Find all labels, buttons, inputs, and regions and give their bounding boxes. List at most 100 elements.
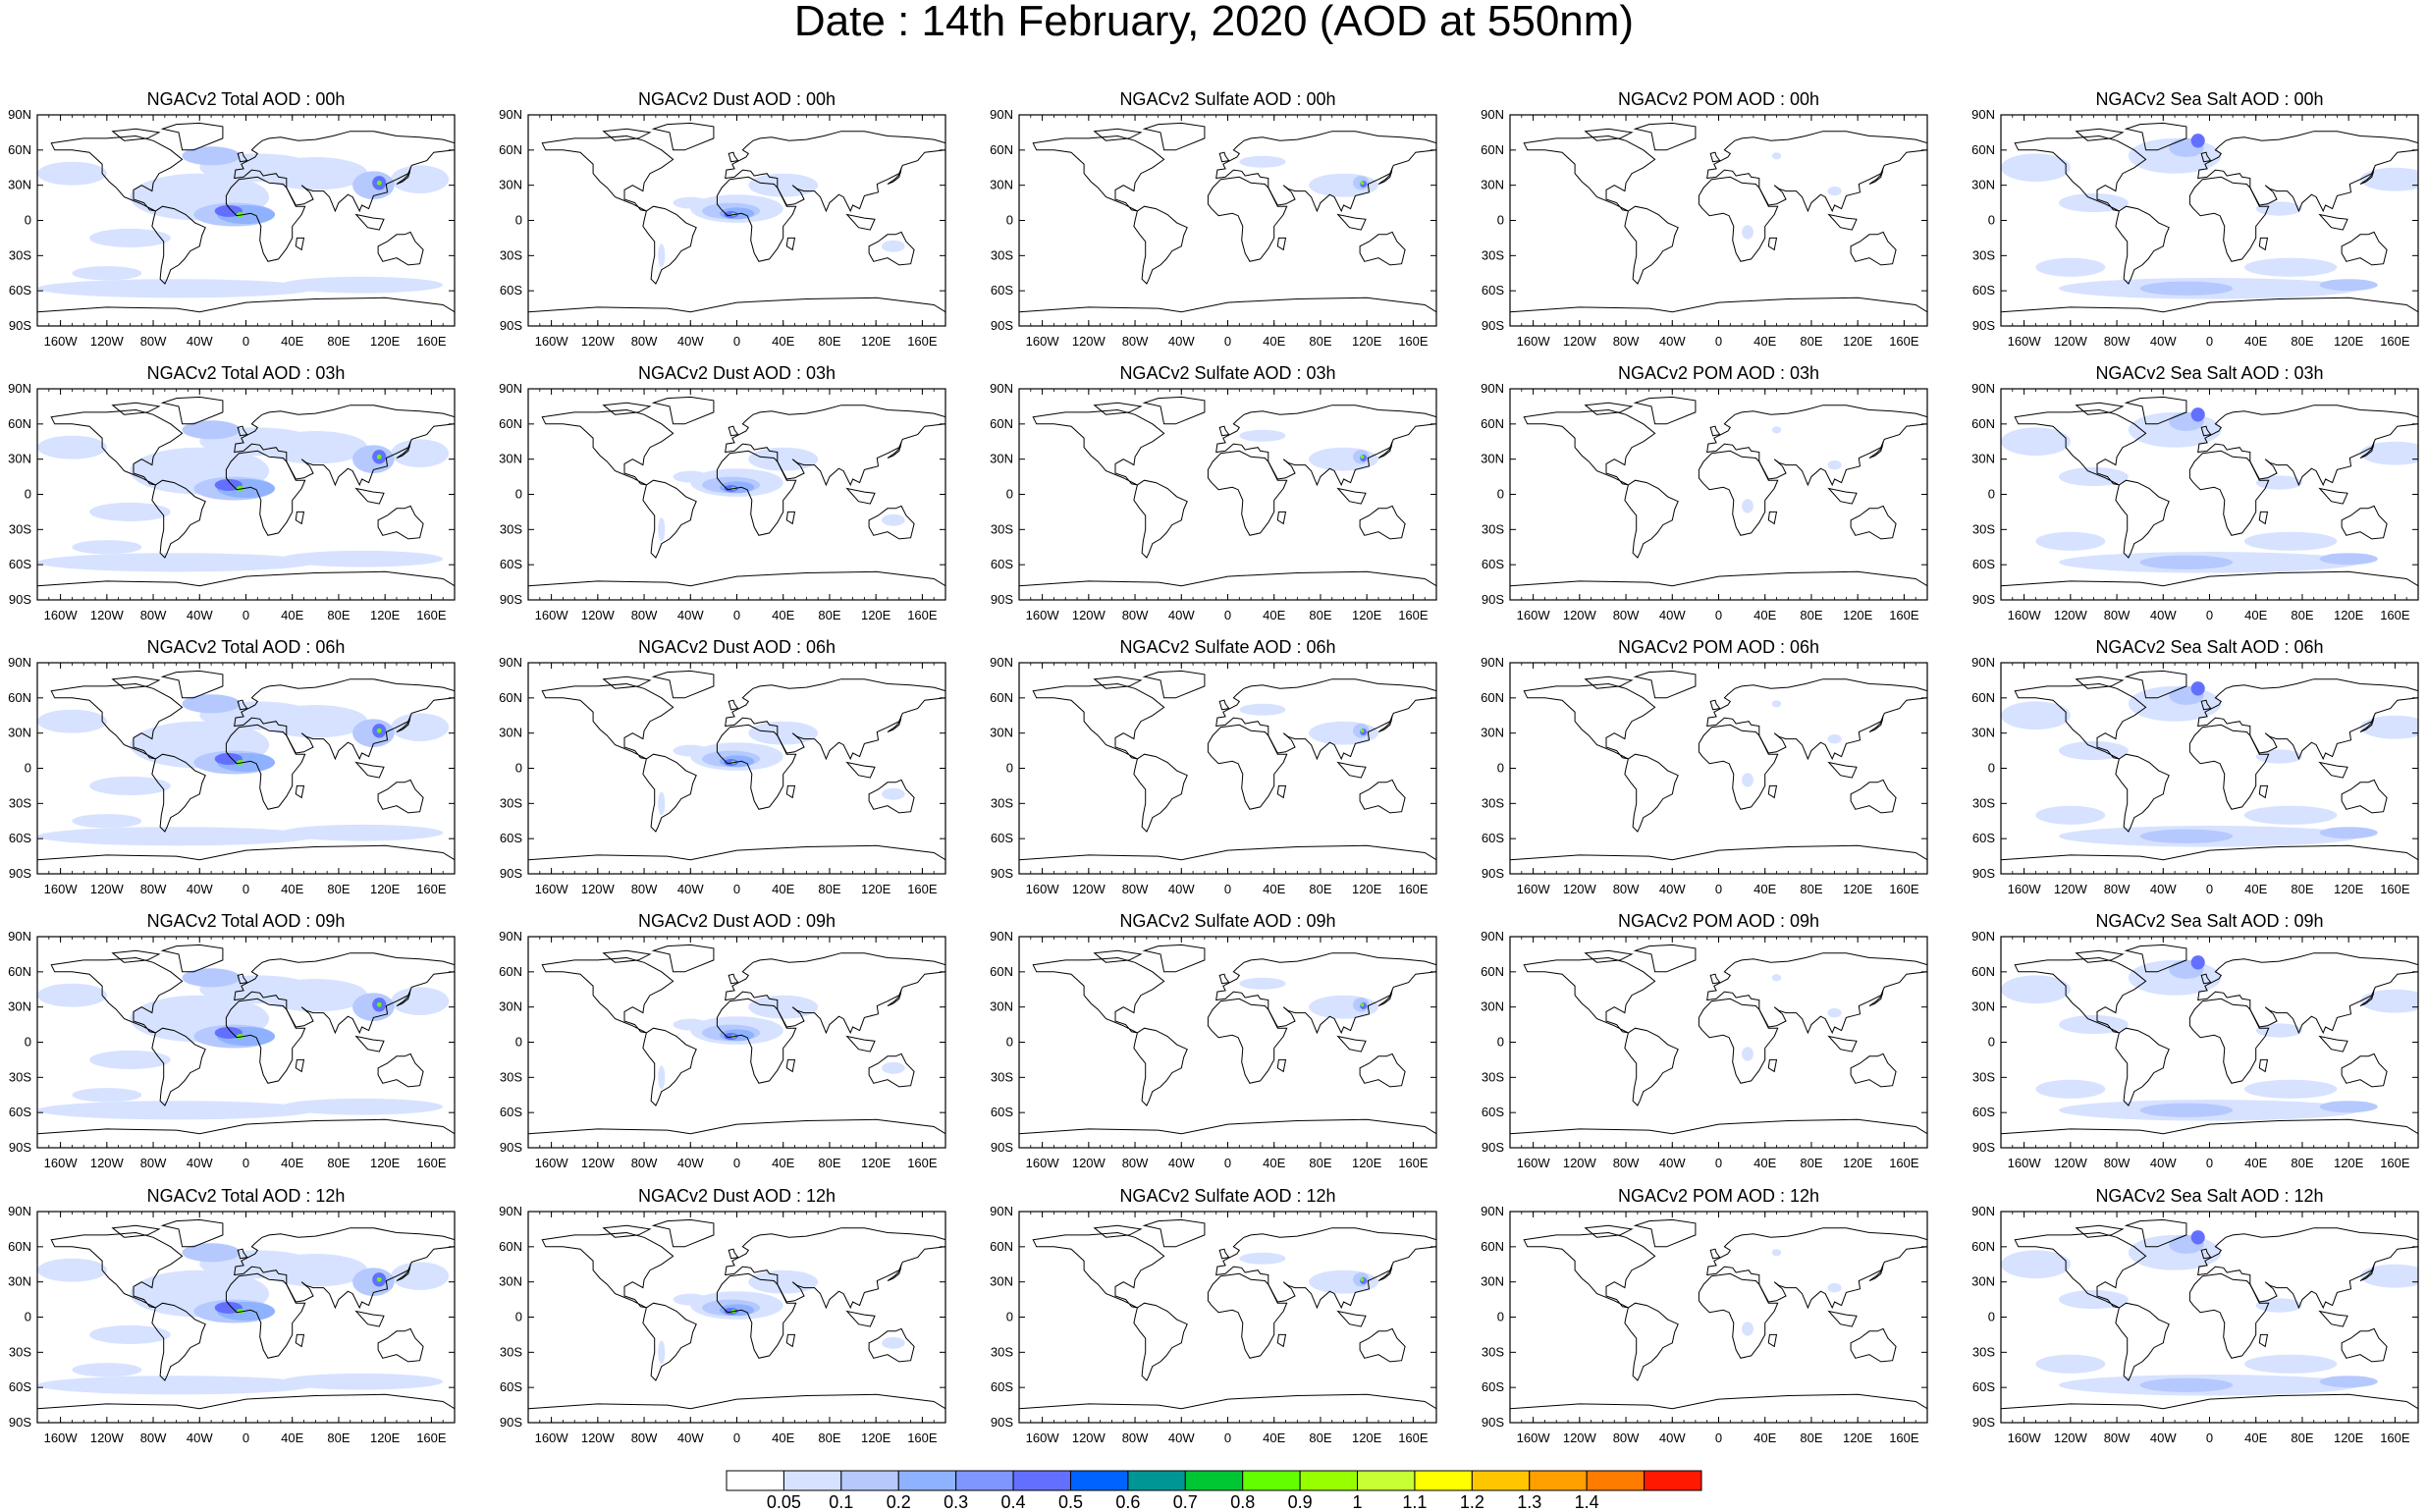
coastline — [1827, 487, 1858, 505]
lon-tick-label: 160W — [44, 1156, 79, 1170]
coastline — [2200, 973, 2212, 985]
coastline — [237, 425, 248, 437]
aod-shade — [391, 165, 450, 194]
lon-tick-label: 80W — [1613, 882, 1640, 896]
lat-tick-label: 30S — [1482, 1069, 1504, 1084]
aod-shade — [2243, 805, 2338, 825]
lon-tick-label: 120W — [90, 608, 125, 622]
map-panel: 90N 60N 30N 0 30S 60S 90S 160W 120W 80W 40W 0 40E 80E… — [8, 911, 456, 1170]
lat-tick-label: 0 — [1006, 761, 1013, 776]
aod-shade — [89, 228, 171, 247]
lat-tick-label: 30N — [990, 452, 1013, 466]
aod-shade — [263, 431, 368, 464]
aod-shade — [182, 146, 241, 166]
lon-tick-label: 80W — [1122, 882, 1149, 896]
lat-tick-label: 90S — [1972, 866, 1995, 881]
lon-tick-label: 80E — [2291, 334, 2313, 349]
lon-tick-label: 40W — [187, 1156, 213, 1170]
lon-tick-label: 40W — [187, 882, 213, 896]
coastline — [1706, 405, 1927, 487]
aod-shade — [2001, 153, 2071, 183]
coastline — [2359, 441, 2375, 459]
lat-tick-label: 30N — [1481, 726, 1504, 740]
colorbar-box — [726, 1470, 784, 1491]
coastline — [1523, 408, 1656, 486]
lon-tick-label: 40E — [1754, 608, 1776, 622]
coastline — [528, 844, 945, 874]
aod-shade — [2001, 701, 2071, 730]
lon-tick-label: 80W — [2104, 882, 2131, 896]
lon-tick-label: 40W — [187, 608, 213, 622]
aod-shade — [280, 1373, 444, 1390]
coastline — [1767, 237, 1778, 251]
lon-tick-label: 80E — [327, 608, 350, 622]
lon-tick-label: 120E — [2334, 1156, 2364, 1170]
aod-shade — [89, 502, 171, 521]
lon-tick-label: 40W — [1659, 334, 1686, 349]
lat-tick-label: 30N — [1481, 178, 1504, 192]
aod-shade — [2001, 427, 2071, 457]
lat-tick-label: 90S — [1972, 318, 1995, 333]
coastline — [2115, 479, 2170, 559]
lon-tick-label: 40E — [1754, 1156, 1776, 1170]
lon-tick-label: 120E — [2334, 882, 2364, 896]
aod-shade — [37, 1101, 316, 1120]
colorbar-box — [1586, 1470, 1646, 1491]
lat-tick-label: 90N — [8, 381, 31, 396]
lon-tick-label: 40E — [1754, 882, 1776, 896]
coastline — [1032, 682, 1165, 760]
coastline — [2359, 167, 2375, 185]
coastline — [2200, 425, 2212, 437]
coastline — [1767, 1058, 1778, 1073]
coastline — [728, 425, 739, 437]
aod-shade — [1742, 1047, 1754, 1061]
aod-shade — [1239, 977, 1286, 990]
colorbar-box — [1012, 1470, 1071, 1491]
lon-tick-label: 120E — [861, 1156, 891, 1170]
lon-tick-label: 40W — [2150, 334, 2177, 349]
panel-title: NGACv2 Dust AOD : 06h — [638, 637, 836, 657]
lon-tick-label: 40E — [1263, 882, 1285, 896]
coastline — [234, 678, 455, 761]
lon-tick-label: 40W — [677, 334, 704, 349]
lon-tick-label: 120W — [1072, 334, 1106, 349]
coastline — [1584, 949, 1634, 963]
lon-tick-label: 0 — [733, 334, 740, 349]
lon-tick-label: 160W — [1026, 608, 1060, 622]
lat-tick-label: 90S — [1482, 592, 1504, 607]
aod-shade — [72, 1088, 142, 1103]
coastline — [1218, 425, 1230, 437]
lat-tick-label: 90N — [8, 107, 31, 122]
lon-tick-label: 80W — [1613, 608, 1640, 622]
lon-tick-label: 160W — [2008, 882, 2042, 896]
aod-shade — [2035, 531, 2106, 551]
coastline — [111, 128, 161, 141]
lon-tick-label: 120E — [1352, 1156, 1382, 1170]
coastline — [1093, 128, 1143, 141]
coastline — [868, 1053, 915, 1088]
lon-tick-label: 160E — [907, 882, 938, 896]
lat-tick-label: 60N — [1971, 142, 1995, 157]
coastline — [2001, 297, 2418, 326]
lon-tick-label: 160E — [1889, 882, 1919, 896]
colorbar-label: 0.4 — [1001, 1492, 1026, 1512]
coastline — [1850, 231, 1897, 266]
coastline — [1868, 715, 1884, 732]
lat-tick-label: 90S — [500, 318, 522, 333]
lat-tick-label: 60S — [991, 283, 1013, 297]
lat-tick-label: 90N — [1971, 381, 1995, 396]
lon-tick-label: 0 — [1224, 1156, 1231, 1170]
coastline — [528, 297, 945, 326]
panel-title: NGACv2 Dust AOD : 03h — [638, 363, 836, 383]
panel-title: NGACv2 POM AOD : 06h — [1618, 637, 1819, 657]
lon-tick-label: 40W — [1168, 882, 1195, 896]
lat-tick-label: 90S — [9, 1140, 31, 1155]
aod-shade — [882, 513, 905, 526]
lon-tick-label: 160W — [535, 882, 569, 896]
lon-tick-label: 80E — [1309, 1156, 1331, 1170]
coastline — [225, 724, 306, 810]
lon-tick-label: 40W — [187, 334, 213, 349]
lon-tick-label: 40W — [1168, 1156, 1195, 1170]
coastline — [37, 297, 455, 326]
lon-tick-label: 160E — [1889, 608, 1919, 622]
